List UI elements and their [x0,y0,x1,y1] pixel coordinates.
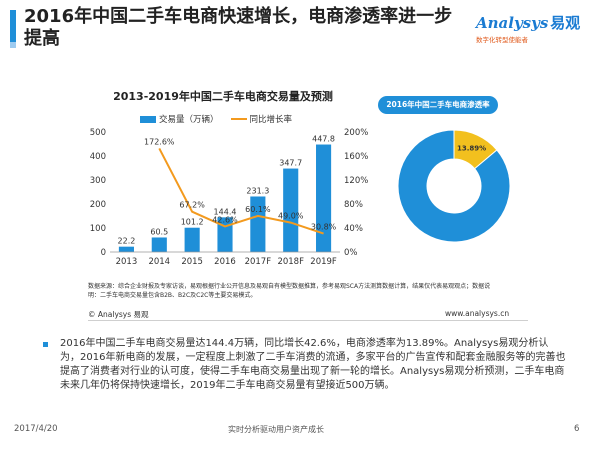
chart-legend: 交易量（万辆） 同比增长率 [140,113,292,125]
right-axis-ticks: 0% 40% 80% 120% 160% 200% [344,128,368,258]
logo-tagline: 数字化转型使能者 [476,36,528,44]
right-tick-label: 80% [344,200,363,210]
title-accent-bar [10,10,16,46]
bar-value-label: 347.7 [279,159,302,168]
logo-brand-en: Analysys [476,14,549,32]
bar-value-label: 231.3 [246,186,269,195]
pie-slices [397,129,511,243]
x-tick-label: 2018F [277,257,304,267]
left-tick-label: 100 [90,224,106,234]
left-axis-ticks: 0 100 200 300 400 500 [90,128,106,258]
legend-item-growth: 同比增长率 [230,113,293,125]
right-tick-label: 40% [344,224,363,234]
x-tick-label: 2013 [116,257,138,267]
x-tick-label: 2016 [214,257,236,267]
analysys-logo: Analysys 易观 数字化转型使能者 [476,12,594,50]
penetration-donut-chart: 13.89% [397,129,511,243]
legend-label-growth: 同比增长率 [249,115,293,125]
bar [316,144,332,252]
page-number: 6 [574,424,580,434]
bar-value-label: 447.8 [312,135,335,144]
left-tick-label: 400 [90,152,106,162]
bar [118,246,134,252]
bar [250,196,266,252]
bar-value-label: 60.5 [150,227,168,236]
line-value-label: 172.6% [144,137,175,146]
right-tick-label: 0% [344,248,358,258]
left-tick-label: 500 [90,128,106,138]
pie-slice-label: 13.89% [457,144,486,152]
x-tick-label: 2019F [310,257,337,267]
bar-line-chart: 0 100 200 300 400 500 0% 40% 80% 120% 160% 200% 22… [90,128,369,267]
page-title: 2016年中国二手车电商快速增长，电商渗透率进一步提高 [24,6,453,49]
pie-chart-title: 2016年中国二手车电商渗透率 [378,96,498,114]
logo-brand-cn: 易观 [550,14,581,32]
left-tick-label: 0 [101,248,106,258]
bullet-marker [43,342,48,347]
bar-chart-title: 2013-2019年中国二手车电商交易量及预测 [113,90,333,103]
analysis-paragraph: 2016年中国二手车电商交易量达144.4万辆，同比增长42.6%，电商渗透率为… [60,338,566,391]
chart-note: 数据来源：综合企业财报及专家访谈，易观根据行业公开信息及易观自有模型数据推算，参… [88,283,491,299]
logo-brand: Analysys 易观 [476,12,594,33]
bar-value-label: 22.2 [118,237,136,246]
line-value-label: 60.1% [245,205,271,214]
x-tick-label: 2017F [245,257,272,267]
bar-value-labels: 22.2 60.5 101.2 144.4 231.3 347.7 447.8 [118,135,336,246]
right-tick-label: 120% [344,176,368,186]
line-value-label: 30.8% [311,223,337,232]
x-tick-label: 2014 [148,257,170,267]
line-value-label: 67.2% [179,201,205,210]
source-right: www.analysys.cn [445,309,510,318]
footer-date: 2017/4/20 [14,424,58,434]
line-value-labels: 172.6% 67.2% 42.6% 60.1% 49.0% 30.8% [144,137,337,231]
x-axis-ticks: 2013 2014 2015 2016 2017F 2018F 2019F [116,257,337,267]
bar [283,168,299,252]
left-tick-label: 200 [90,200,106,210]
legend-swatch-line [230,118,247,120]
legend-swatch-bar [140,115,156,123]
line-value-label: 42.6% [212,215,238,224]
footer-slogan: 实时分析驱动用户资产成长 [228,425,324,434]
pie-slice [397,129,511,243]
legend-item-volume: 交易量（万辆） [140,113,219,125]
left-tick-label: 300 [90,176,106,186]
bar-value-label: 101.2 [181,218,204,227]
x-tick-label: 2015 [181,257,203,267]
growth-line [158,147,324,235]
bar [151,237,167,252]
bar-value-label: 144.4 [214,207,237,216]
line-value-label: 49.0% [278,212,304,221]
right-tick-label: 160% [344,152,368,162]
right-tick-label: 200% [344,128,368,138]
source-left: © Analysys 易观 [88,310,149,319]
section-divider [88,320,528,321]
title-accent-dot [10,42,16,48]
bar [184,227,200,252]
legend-label-volume: 交易量（万辆） [159,115,219,125]
